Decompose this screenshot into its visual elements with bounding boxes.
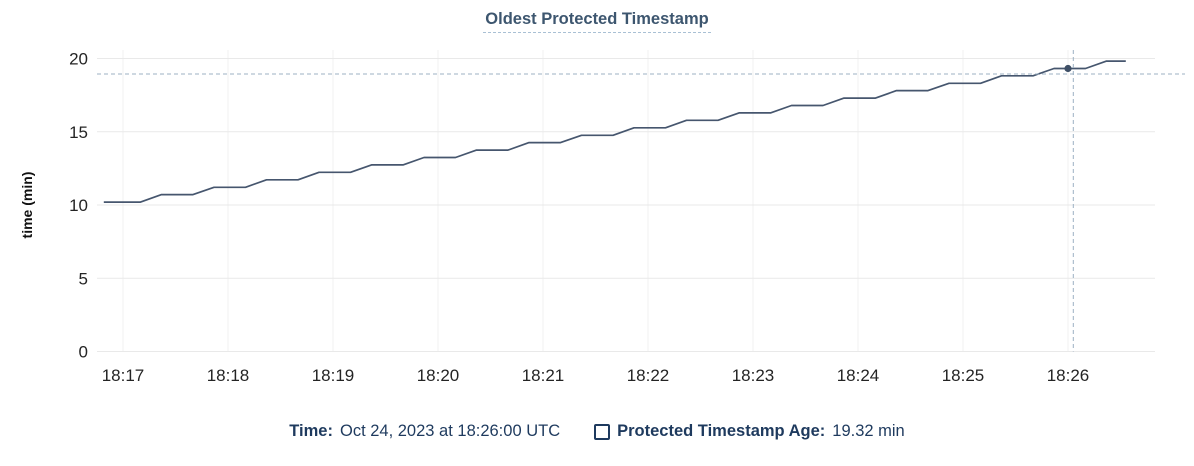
hover-point-dot xyxy=(1064,64,1072,73)
gridlines xyxy=(97,50,1155,352)
x-tick-label: 18:22 xyxy=(627,366,670,385)
x-tick-label: 18:19 xyxy=(312,366,355,385)
x-tick-label: 18:21 xyxy=(522,366,565,385)
legend-item-protected-timestamp-age[interactable]: Protected Timestamp Age: 19.32 min xyxy=(594,422,905,441)
hover-time-readout: Time: Oct 24, 2023 at 18:26:00 UTC xyxy=(289,422,560,441)
series-line-protected-timestamp-age xyxy=(103,60,1126,203)
x-tick-label: 18:25 xyxy=(942,366,985,385)
legend-checkbox-icon[interactable] xyxy=(594,423,611,440)
chart-title[interactable]: Oldest Protected Timestamp xyxy=(483,10,711,33)
y-tick-label: 5 xyxy=(79,269,88,288)
x-axis-ticks: 18:17 18:18 18:19 18:20 18:21 18:22 18:23 18:24… xyxy=(102,366,1090,385)
x-tick-label: 18:26 xyxy=(1047,366,1090,385)
x-tick-label: 18:17 xyxy=(102,366,145,385)
x-tick-label: 18:23 xyxy=(732,366,775,385)
hover-time-value: Oct 24, 2023 at 18:26:00 UTC xyxy=(339,422,561,440)
y-axis-ticks: 0 5 10 15 20 xyxy=(69,50,88,362)
hover-legend-bar: Time: Oct 24, 2023 at 18:26:00 UTC Prote… xyxy=(0,422,1194,441)
legend-series-value: 19.32 min xyxy=(832,422,905,440)
chart-header: Oldest Protected Timestamp xyxy=(0,10,1194,33)
x-tick-label: 18:18 xyxy=(207,366,250,385)
x-tick-label: 18:24 xyxy=(837,366,880,385)
x-tick-label: 18:20 xyxy=(417,366,460,385)
y-tick-label: 20 xyxy=(69,50,88,69)
legend-series-label: Protected Timestamp Age: xyxy=(617,422,826,440)
y-tick-label: 10 xyxy=(69,196,88,215)
hover-time-label: Time: xyxy=(289,422,333,440)
y-axis-title: time (min) xyxy=(19,172,35,239)
y-tick-label: 15 xyxy=(69,123,88,142)
y-tick-label: 0 xyxy=(79,343,88,362)
